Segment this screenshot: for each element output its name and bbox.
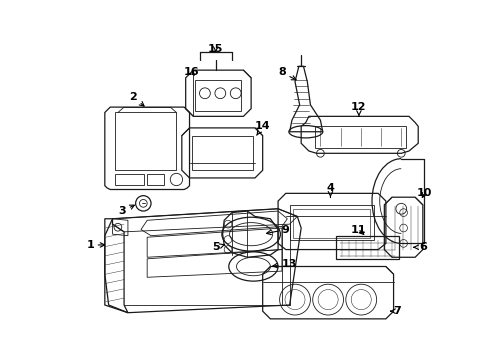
Text: 12: 12 (351, 102, 367, 116)
Bar (195, 80, 241, 111)
Bar (147, 174, 164, 185)
Bar (315, 126, 406, 148)
Text: 9: 9 (267, 225, 290, 235)
Bar (115, 112, 176, 170)
Text: 10: 10 (416, 188, 432, 198)
Text: 6: 6 (414, 242, 427, 252)
Text: 1: 1 (86, 240, 105, 250)
Text: 14: 14 (255, 121, 270, 135)
Bar (290, 205, 374, 239)
Text: 3: 3 (119, 205, 134, 216)
Text: 7: 7 (391, 306, 401, 316)
Text: 8: 8 (278, 67, 296, 80)
Text: 4: 4 (326, 183, 334, 197)
Bar (336, 236, 399, 259)
Text: 2: 2 (129, 92, 144, 106)
Bar (115, 174, 144, 185)
Text: 11: 11 (351, 225, 367, 235)
Text: 5: 5 (213, 242, 224, 252)
Bar (294, 209, 370, 238)
Text: 16: 16 (184, 67, 199, 77)
Text: 13: 13 (273, 259, 297, 269)
Text: 15: 15 (208, 44, 223, 54)
Bar (192, 136, 253, 170)
